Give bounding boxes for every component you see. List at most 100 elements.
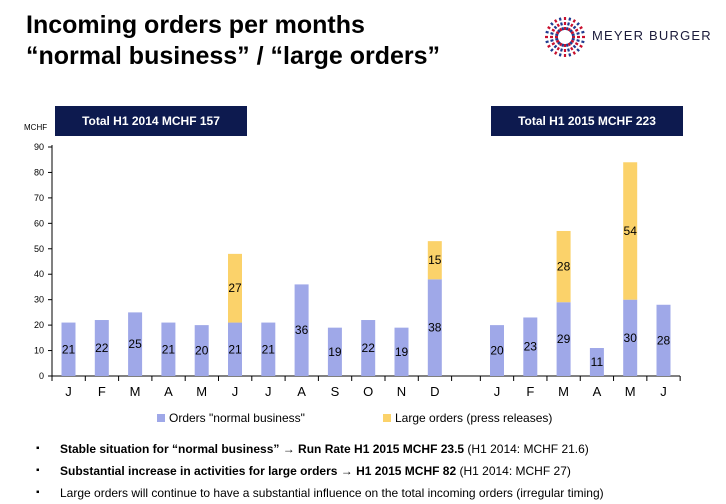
- data-label-normal: 23: [524, 340, 538, 354]
- x-tick-label: J: [65, 384, 72, 399]
- bar-normal-business: [128, 312, 143, 376]
- y-tick-label: 60: [34, 218, 44, 228]
- data-label-normal: 22: [95, 341, 109, 355]
- logo-ray: [545, 30, 559, 37]
- bullet-marker: ▪: [36, 465, 40, 476]
- orders-bar-chart: MCHF 0 10 20 30 40 50 60 70 80 90 21 J 22 F 25 M 21 A 20 M 21…: [24, 123, 681, 399]
- data-label-normal: 22: [362, 341, 376, 355]
- x-tick-label: J: [660, 384, 667, 399]
- data-label-large: 54: [624, 224, 638, 238]
- bullet-text: (H1 2014: MCHF 27): [456, 464, 571, 478]
- logo-ray: [547, 26, 560, 35]
- bar-normal-business: [327, 327, 342, 376]
- data-label-normal: 21: [228, 342, 242, 356]
- bullet-item: ▪ Large orders will continue to have a s…: [36, 482, 604, 504]
- legend-swatch-normal: [157, 414, 165, 422]
- logo-ray: [565, 17, 572, 31]
- logo-ray: [545, 37, 559, 44]
- logo-ray: [570, 39, 583, 48]
- y-tick-label: 50: [34, 244, 44, 254]
- data-label-normal: 19: [395, 345, 409, 359]
- bar-large-orders: [556, 230, 571, 303]
- data-label-normal: 21: [162, 342, 176, 356]
- x-tick-label: D: [430, 384, 439, 399]
- data-label-large: 15: [428, 253, 442, 267]
- bar-normal-business: [394, 327, 409, 376]
- x-tick-label: J: [265, 384, 272, 399]
- bar-large-orders: [427, 241, 442, 280]
- legend-label-normal: Orders "normal business": [169, 411, 305, 425]
- company-logo: MEYER BURGER: [540, 12, 720, 62]
- bar-large-orders: [228, 253, 242, 323]
- bar-normal-business: [556, 302, 571, 376]
- x-tick-label: A: [164, 384, 173, 399]
- bullet-text: Large orders will continue to have a sub…: [60, 486, 604, 500]
- bar-normal-business: [589, 348, 604, 376]
- data-label-normal: 28: [657, 333, 671, 347]
- bar-normal-business: [656, 304, 671, 376]
- bar-normal-business: [361, 320, 376, 376]
- x-tick-label: A: [593, 384, 602, 399]
- bullet-text: (H1 2014: MCHF 21.6): [464, 442, 589, 456]
- bullet-bold-text: Stable situation for “normal business” →…: [60, 442, 465, 456]
- y-tick-label: 40: [34, 269, 44, 279]
- bullet-bold-text: Substantial increase in activities for l…: [60, 464, 457, 478]
- bullet-marker: ▪: [36, 487, 40, 498]
- logo-ray: [567, 42, 576, 55]
- y-tick-label: 70: [34, 193, 44, 203]
- logo-ray: [569, 41, 580, 52]
- bar-normal-business: [161, 322, 176, 376]
- data-label-normal: 25: [128, 337, 142, 351]
- bar-normal-business: [194, 325, 209, 376]
- y-tick-label: 0: [39, 371, 44, 381]
- x-tick-label: M: [625, 384, 636, 399]
- bar-large-orders: [623, 162, 638, 300]
- x-tick-label: N: [397, 384, 406, 399]
- bar-normal-business: [523, 317, 538, 376]
- title-line-2: “normal business” / “large orders”: [26, 42, 441, 70]
- logo-ray: [570, 26, 583, 35]
- data-label-normal: 20: [490, 344, 504, 358]
- x-tick-label: S: [331, 384, 340, 399]
- x-tick-label: F: [98, 384, 106, 399]
- bar-normal-business: [61, 322, 76, 376]
- bar-normal-business: [623, 299, 638, 376]
- logo-ray: [571, 30, 585, 37]
- legend-item-normal: Orders "normal business": [157, 411, 305, 425]
- data-label-normal: 38: [428, 321, 442, 335]
- bullet-marker: ▪: [36, 443, 40, 454]
- total-h1-2014-box: Total H1 2014 MCHF 157: [55, 106, 247, 136]
- logo-ray: [569, 22, 580, 33]
- data-label-normal: 29: [557, 332, 571, 346]
- logo-ray: [554, 42, 563, 55]
- data-label-large: 27: [228, 281, 242, 295]
- bar-normal-business: [228, 322, 242, 376]
- data-label-large: 28: [557, 260, 571, 274]
- logo-ray: [547, 39, 560, 48]
- data-label-normal: 19: [328, 345, 342, 359]
- x-tick-label: M: [196, 384, 207, 399]
- y-tick-label: 30: [34, 295, 44, 305]
- logo-star-icon: [545, 17, 585, 57]
- logo-ray: [550, 22, 561, 33]
- data-label-normal: 20: [195, 344, 209, 358]
- y-tick-label: 20: [34, 320, 44, 330]
- page-title: Incoming orders per months “normal busin…: [26, 10, 440, 72]
- x-tick-label: F: [526, 384, 534, 399]
- y-tick-label: 10: [34, 346, 44, 356]
- x-tick-label: M: [558, 384, 569, 399]
- bullet-item: ▪ Stable situation for “normal business”…: [36, 438, 604, 460]
- logo-ray: [550, 41, 561, 52]
- logo-ray: [558, 43, 565, 57]
- logo-ray: [554, 19, 563, 32]
- x-tick-label: A: [297, 384, 306, 399]
- logo-ray: [571, 37, 585, 44]
- y-tick-label: 80: [34, 167, 44, 177]
- data-label-normal: 11: [591, 355, 604, 369]
- data-label-normal: 30: [624, 331, 638, 345]
- title-line-1: Incoming orders per months: [26, 11, 365, 39]
- bar-normal-business: [294, 284, 309, 376]
- logo-ray: [567, 19, 576, 32]
- data-label-normal: 36: [295, 323, 309, 337]
- y-tick-label: 90: [34, 142, 44, 152]
